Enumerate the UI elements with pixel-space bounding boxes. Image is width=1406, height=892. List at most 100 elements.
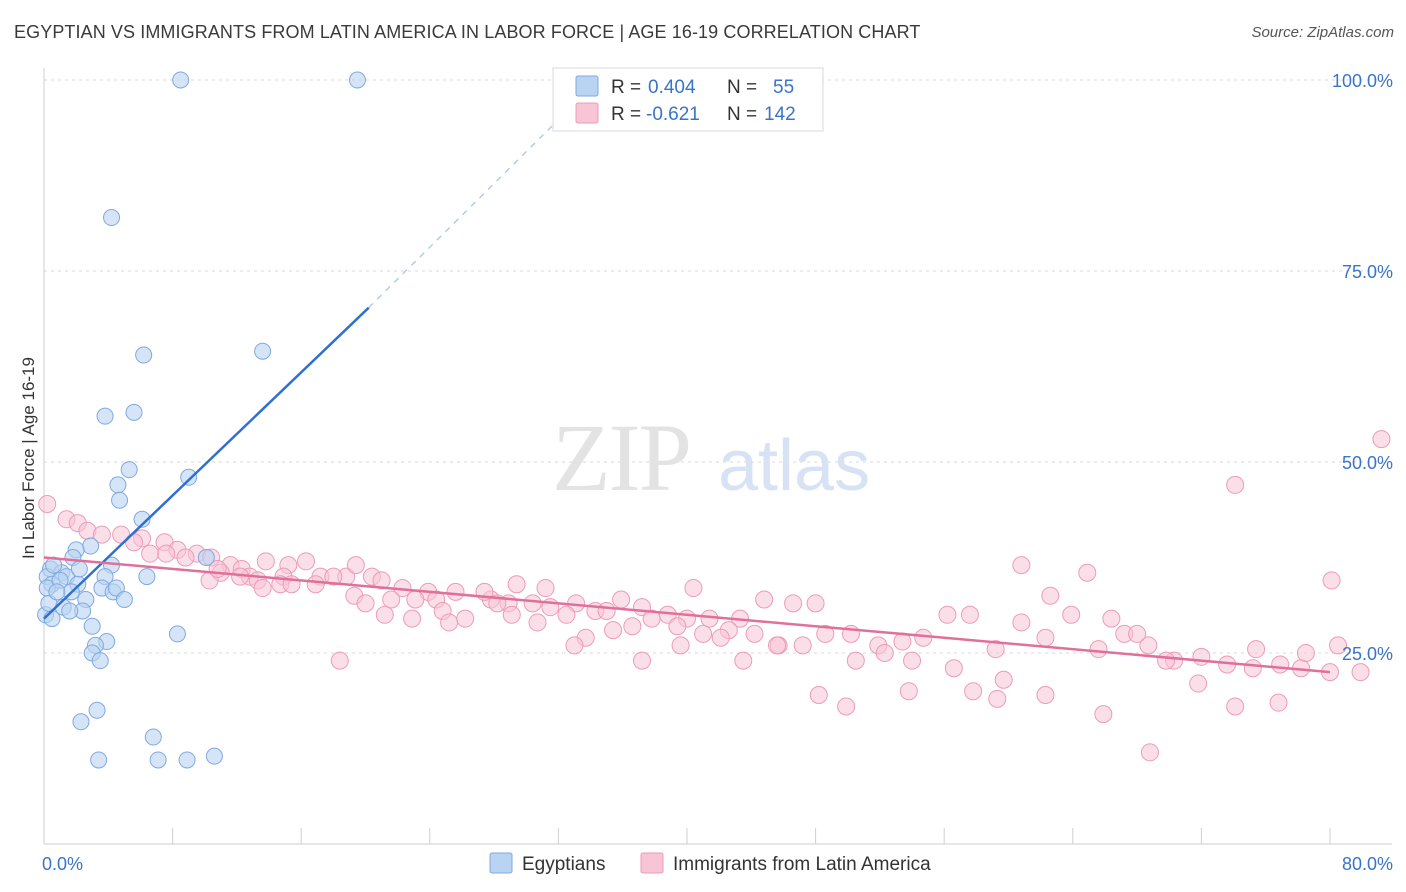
latin-america-point — [1139, 636, 1158, 655]
latin-america-point — [1140, 743, 1159, 762]
latin-america-point — [253, 579, 272, 598]
latin-america-point — [372, 571, 391, 590]
latin-america-point — [938, 605, 957, 624]
latin-america-point — [711, 628, 730, 647]
y-axis-title: In Labor Force | Age 16-19 — [19, 357, 38, 559]
latin-america-point — [528, 613, 547, 632]
egyptians-point — [348, 71, 366, 89]
egyptians-point — [254, 342, 272, 360]
latin-america-point — [507, 575, 526, 594]
egyptians-point — [180, 468, 198, 486]
latin-america-point — [1247, 640, 1266, 659]
latin-america-point — [809, 686, 828, 705]
latin-america-point — [1036, 686, 1055, 705]
egyptians-point — [135, 346, 153, 364]
egyptians-point — [111, 491, 129, 509]
latin-america-point — [668, 617, 687, 636]
latin-america-point — [157, 544, 176, 563]
egyptians-point — [43, 610, 61, 628]
chart-title: EGYPTIAN VS IMMIGRANTS FROM LATIN AMERIC… — [14, 22, 921, 42]
latin-america-point — [899, 682, 918, 701]
latin-america-point — [176, 548, 195, 567]
latin-america-point — [1329, 636, 1348, 655]
egyptians-point — [133, 510, 151, 528]
x-tick-label: 80.0% — [1342, 854, 1393, 874]
latin-america-point — [1128, 624, 1147, 643]
egyptians-point — [168, 625, 186, 643]
latin-america-point — [125, 533, 144, 552]
latin-america-point — [1351, 663, 1370, 682]
latin-america-point — [1296, 644, 1315, 662]
latin-america-point — [1012, 556, 1031, 575]
latin-america-point — [536, 579, 555, 598]
egyptians-point — [109, 476, 127, 494]
egyptians-point — [83, 617, 101, 635]
egyptians-point — [115, 591, 133, 609]
egyptians-point — [138, 568, 156, 586]
latin-america-point — [684, 579, 703, 598]
latin-america-point — [440, 613, 459, 632]
latin-america-point — [1269, 693, 1288, 712]
x-tick-labels: 0.0% 80.0% — [42, 854, 1393, 874]
latin-america-point — [1226, 475, 1245, 494]
latin-america-point — [755, 590, 774, 609]
egyptians-point — [197, 549, 215, 566]
latin-america-point — [1322, 571, 1341, 590]
latin-america-point — [694, 624, 713, 643]
legend-n-label: N = — [727, 77, 757, 98]
latin-america-point — [375, 605, 394, 624]
latin-america-point — [1089, 640, 1108, 659]
latin-america-point — [1271, 655, 1290, 674]
legend-r-label: R = — [611, 77, 641, 98]
series-legend: Egyptians Immigrants from Latin America — [489, 852, 931, 875]
legend-swatch-blue — [575, 75, 599, 97]
latin-america-point — [306, 575, 325, 594]
latin-america-trend-line — [43, 556, 1331, 674]
legend-swatch-egyptians — [489, 852, 513, 874]
latin-america-point — [612, 590, 631, 609]
egyptians-point — [90, 751, 108, 769]
egyptians-point — [149, 751, 167, 769]
watermark-zip: ZIP — [552, 404, 690, 511]
latin-america-point — [141, 544, 160, 563]
egyptians-point — [91, 652, 109, 670]
egyptians-point — [144, 728, 162, 746]
latin-america-point — [642, 609, 661, 628]
latin-america-point — [406, 590, 425, 609]
latin-america-point — [960, 605, 979, 624]
y-tick-label: 25.0% — [1342, 644, 1393, 664]
latin-america-point — [1157, 651, 1176, 670]
egyptians-point — [125, 403, 143, 421]
latin-america-point — [256, 552, 275, 571]
latin-america-point — [806, 594, 825, 613]
latin-america-point — [875, 644, 894, 662]
latin-america-point — [964, 682, 983, 701]
latin-america-point — [446, 582, 465, 601]
legend-swatch-pink — [575, 102, 599, 124]
chart-source: Source: ZipAtlas.com — [1251, 24, 1394, 41]
egyptians-point — [96, 407, 114, 425]
egyptians-point — [61, 602, 79, 620]
egyptians-point — [103, 209, 121, 227]
latin-america-point — [837, 697, 856, 716]
latin-america-point — [816, 624, 835, 643]
egyptians-trend-line — [43, 306, 370, 620]
correlation-legend: R = 0.404 N = 55 R = -0.621 N = 142 — [552, 67, 824, 132]
latin-america-point — [92, 525, 111, 544]
legend-r-label: R = — [611, 104, 641, 125]
egyptians-point — [88, 701, 106, 719]
legend-label-egyptians: Egyptians — [522, 854, 605, 875]
watermark-atlas: atlas — [718, 426, 870, 506]
latin-america-point — [1094, 705, 1113, 724]
latin-america-point — [700, 609, 719, 628]
watermark: ZIP atlas — [552, 404, 870, 511]
latin-america-point — [914, 628, 933, 647]
latin-america-point — [846, 651, 865, 670]
latin-america-point — [986, 640, 1005, 659]
series-egyptians-points — [37, 71, 366, 769]
egyptians-point — [82, 537, 100, 555]
latin-america-point — [623, 617, 642, 636]
egyptians-point — [70, 560, 88, 578]
egyptians-point — [205, 747, 223, 765]
latin-america-point — [297, 552, 316, 571]
